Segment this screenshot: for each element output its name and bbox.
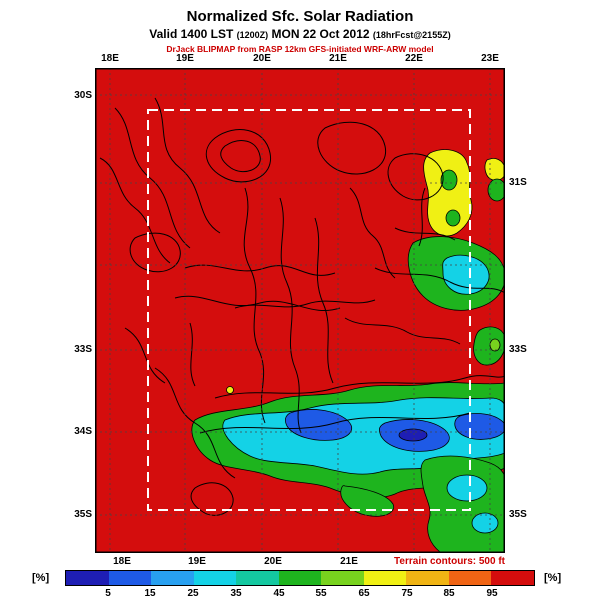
plot-valid-line: Valid 1400 LST (1200Z) MON 22 Oct 2012 (… bbox=[0, 27, 600, 41]
field-blob-cyan bbox=[446, 474, 488, 502]
lon-label-bottom: 19E bbox=[188, 556, 206, 567]
terrain-contour-line bbox=[214, 375, 505, 399]
colorbar-segment bbox=[108, 571, 152, 585]
field-blob-blue bbox=[284, 409, 352, 441]
colorbar-segment bbox=[491, 571, 535, 585]
colorbar-tick: 55 bbox=[315, 588, 327, 599]
colorbar-tick: 25 bbox=[187, 588, 199, 599]
field-blob-yellow-green bbox=[489, 338, 501, 352]
lon-label-top: 23E bbox=[481, 53, 499, 64]
field-blob-green bbox=[440, 169, 458, 191]
map-border bbox=[95, 68, 505, 553]
colorbar-tick: 65 bbox=[358, 588, 370, 599]
field-blob-cyan bbox=[471, 512, 499, 534]
terrain-contour-line bbox=[154, 367, 236, 479]
terrain-contour-line bbox=[199, 412, 471, 434]
lon-label-bottom: 18E bbox=[113, 556, 131, 567]
terrain-contour-line bbox=[99, 157, 171, 264]
colorbar-segment bbox=[278, 571, 322, 585]
terrain-contour-line bbox=[243, 187, 266, 424]
terrain-contour-line bbox=[220, 140, 261, 172]
terrain-contour-note: Terrain contours: 500 ft bbox=[394, 556, 505, 567]
lon-label-top: 20E bbox=[253, 53, 271, 64]
terrain-contour-line bbox=[205, 129, 271, 183]
field-blob-yellow bbox=[484, 158, 505, 181]
lon-label-top: 19E bbox=[176, 53, 194, 64]
colorbar-segment bbox=[193, 571, 237, 585]
valid-fcst-info: (18hrFcst@2155Z) bbox=[372, 30, 451, 40]
terrain-contour-line bbox=[418, 187, 426, 247]
colorbar-segment bbox=[363, 571, 407, 585]
lat-lon-grid bbox=[95, 68, 505, 553]
colorbar-tick: 85 bbox=[443, 588, 455, 599]
colorbar-segment bbox=[236, 571, 279, 585]
lon-label-bottom: 21E bbox=[340, 556, 358, 567]
colorbar-segment bbox=[406, 571, 449, 585]
terrain-contour-line bbox=[114, 107, 191, 249]
lat-label-right: 31S bbox=[509, 177, 527, 188]
terrain-contours bbox=[99, 97, 505, 516]
colorbar-tick: 35 bbox=[230, 588, 242, 599]
lat-label-right: 35S bbox=[509, 509, 527, 520]
terrain-contour-line bbox=[394, 227, 456, 241]
lat-label-left: 34S bbox=[74, 426, 92, 437]
station-marker bbox=[226, 386, 234, 394]
model-attribution: DrJack BLIPMAP from RASP 12km GFS-initia… bbox=[166, 44, 434, 54]
terrain-contour-line bbox=[154, 97, 221, 234]
colorbar-unit-left: [%] bbox=[32, 572, 50, 584]
lat-label-left: 35S bbox=[74, 509, 92, 520]
lat-label-right: 33S bbox=[509, 344, 527, 355]
terrain-contour-line bbox=[279, 197, 302, 434]
field-blob-green bbox=[473, 326, 505, 366]
terrain-contour-line bbox=[344, 317, 461, 345]
field-blob-green bbox=[487, 178, 505, 202]
terrain-contour-line bbox=[189, 322, 196, 387]
terrain-contour-line bbox=[314, 217, 334, 384]
field-blob-green bbox=[445, 209, 461, 227]
colorbar-segment bbox=[321, 571, 364, 585]
colorbar-segment bbox=[448, 571, 492, 585]
valid-date: MON 22 Oct 2012 bbox=[268, 27, 373, 41]
field-blob-blue bbox=[454, 413, 505, 440]
colorbar-tick: 45 bbox=[273, 588, 285, 599]
colorbar-tick: 75 bbox=[401, 588, 413, 599]
solar-field-blobs bbox=[191, 149, 505, 553]
field-blob-dark-blue bbox=[398, 428, 428, 442]
nest-boundary bbox=[147, 109, 471, 511]
colorbar-segment bbox=[151, 571, 194, 585]
terrain-contour-line bbox=[190, 482, 234, 516]
terrain-contour-line bbox=[234, 299, 376, 309]
map-canvas bbox=[95, 68, 505, 553]
plot-title: Normalized Sfc. Solar Radiation bbox=[186, 8, 414, 25]
lon-label-top: 22E bbox=[405, 53, 423, 64]
valid-prefix: Valid 1400 LST bbox=[149, 27, 237, 41]
terrain-contour-line bbox=[387, 153, 444, 201]
lon-label-top: 21E bbox=[329, 53, 347, 64]
colorbar bbox=[65, 570, 535, 586]
lat-label-left: 33S bbox=[74, 344, 92, 355]
colorbar-segment bbox=[66, 571, 109, 585]
terrain-contour-line bbox=[129, 232, 181, 273]
colorbar-tick: 95 bbox=[486, 588, 498, 599]
field-blob-green bbox=[420, 455, 505, 553]
valid-init-time: (1200Z) bbox=[236, 30, 269, 40]
colorbar-tick: 5 bbox=[105, 588, 111, 599]
lat-label-left: 30S bbox=[74, 90, 92, 101]
terrain-contour-line bbox=[184, 264, 336, 276]
colorbar-unit-right: [%] bbox=[544, 572, 562, 584]
terrain-contour-line bbox=[174, 295, 341, 312]
colorbar-tick: 15 bbox=[144, 588, 156, 599]
lon-label-bottom: 20E bbox=[264, 556, 282, 567]
field-blob-yellow bbox=[423, 149, 473, 237]
terrain-contour-line bbox=[124, 327, 166, 384]
lon-label-top: 18E bbox=[101, 53, 119, 64]
terrain-contour-line bbox=[349, 187, 396, 279]
terrain-contour-line bbox=[317, 121, 387, 175]
